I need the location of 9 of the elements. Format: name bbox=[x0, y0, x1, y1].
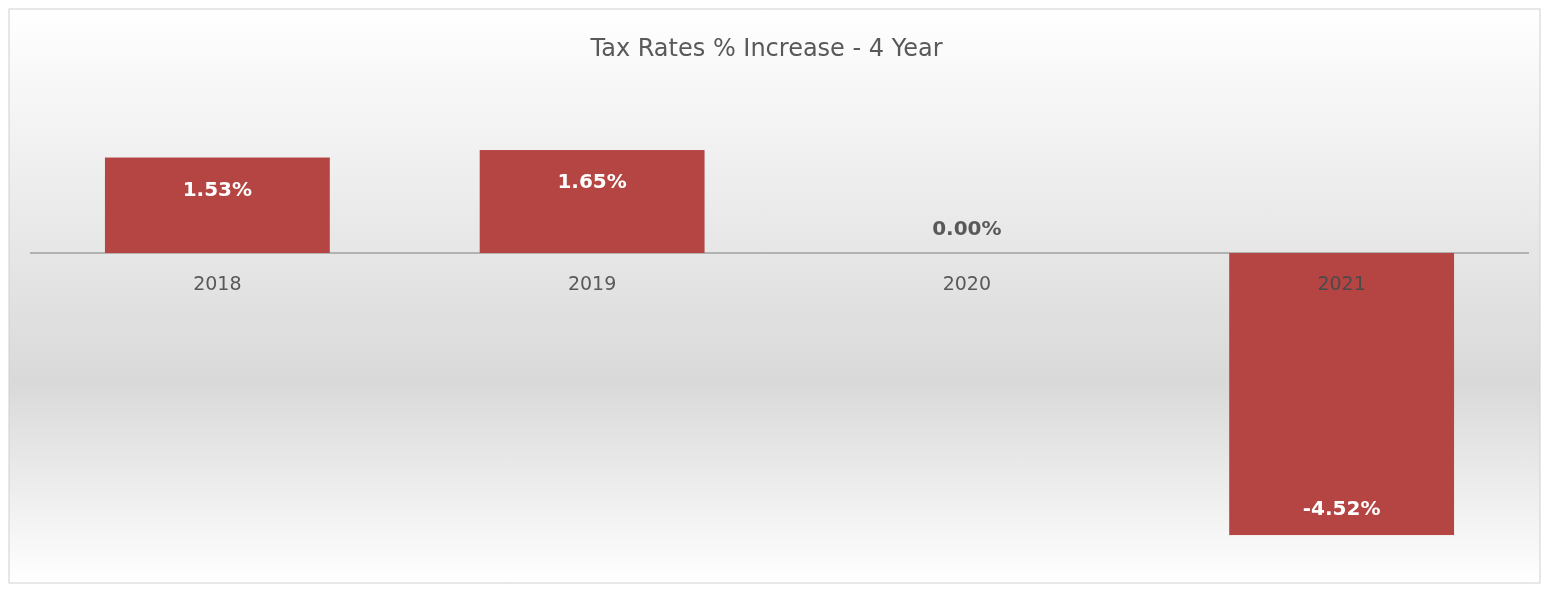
data-label: 1.65% bbox=[557, 169, 627, 194]
data-label: 0.00% bbox=[932, 216, 1002, 240]
chart-title: Tax Rates % Increase - 4 Year bbox=[589, 34, 943, 62]
x-tick-label: 2020 bbox=[942, 272, 992, 294]
x-tick-label: 2019 bbox=[567, 272, 617, 294]
data-label: -4.52% bbox=[1302, 496, 1381, 521]
data-label: 1.53% bbox=[182, 176, 253, 201]
x-tick-label: 2018 bbox=[193, 272, 242, 294]
x-tick-label: 2021 bbox=[1317, 272, 1366, 294]
